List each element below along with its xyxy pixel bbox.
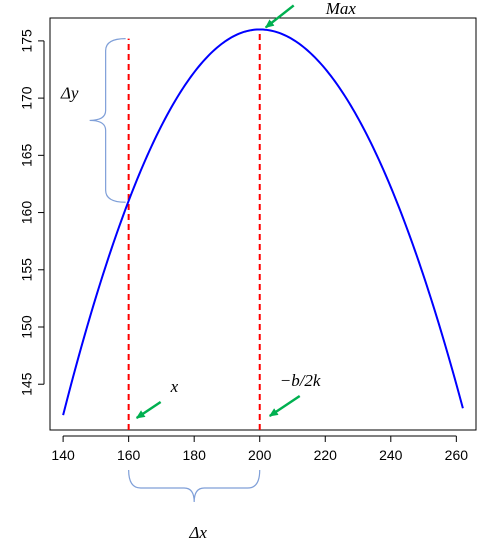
y-tick-label: 165 — [19, 143, 35, 167]
annotation-delta-y: Δy — [60, 83, 79, 102]
x-tick-label: 160 — [117, 447, 141, 463]
annotation-delta-x: Δx — [188, 523, 207, 542]
y-tick-label: 170 — [19, 86, 35, 110]
x-tick-label: 260 — [445, 447, 469, 463]
annotation-max: Max — [325, 0, 357, 18]
x-axis: 140 160 180 200 220 240 260 — [51, 435, 469, 463]
arrow-vertex-indicator — [268, 394, 301, 418]
brace-delta-x — [128, 469, 261, 503]
plot-frame — [49, 17, 477, 431]
y-tick-label: 175 — [19, 29, 35, 53]
y-tick-label: 160 — [19, 201, 35, 225]
x-tick-label: 180 — [183, 447, 207, 463]
reference-lines — [127, 29, 261, 430]
arrow-x-indicator — [135, 400, 162, 420]
y-axis: 145 150 155 160 165 170 175 — [19, 29, 45, 396]
arrow-max-indicator — [264, 4, 295, 29]
brace-delta-y — [89, 38, 126, 203]
y-tick-label: 155 — [19, 258, 35, 282]
x-tick-label: 200 — [248, 447, 272, 463]
series-line-curve — [62, 28, 464, 416]
x-tick-label: 240 — [379, 447, 403, 463]
x-tick-label: 220 — [314, 447, 338, 463]
annotation-vertex: −b/2k — [280, 371, 321, 390]
annotation-x: x — [170, 377, 179, 396]
x-tick-label: 140 — [51, 447, 75, 463]
y-tick-label: 145 — [19, 372, 35, 396]
y-tick-label: 150 — [19, 315, 35, 339]
